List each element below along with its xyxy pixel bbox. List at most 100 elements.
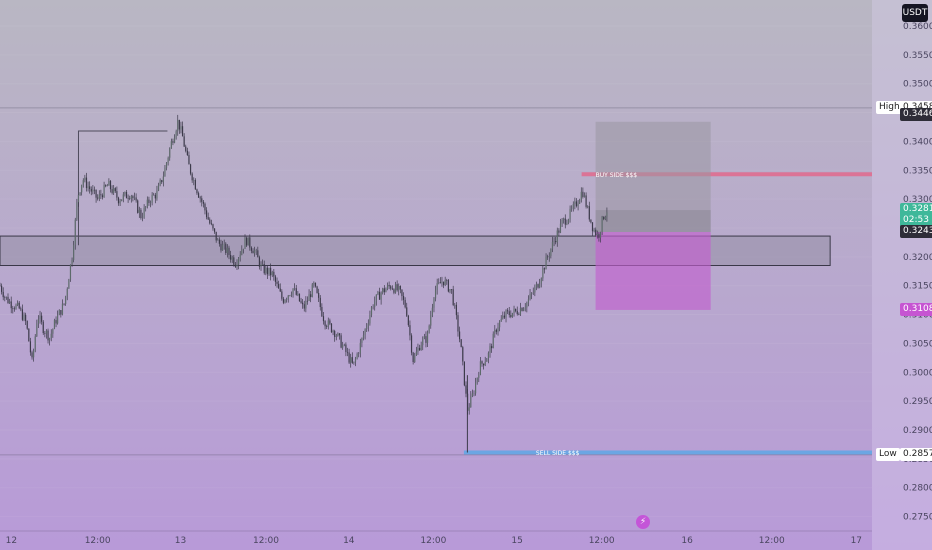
candles	[0, 114, 608, 453]
take-profit-zone	[595, 121, 711, 233]
candle-body	[29, 341, 32, 353]
candle-body	[593, 229, 595, 232]
candle-body	[69, 264, 72, 280]
candle-body	[85, 177, 88, 189]
candle-body	[479, 361, 482, 375]
candle-body	[433, 298, 435, 308]
candle-body	[535, 284, 538, 288]
candle-body	[119, 201, 121, 204]
y-tick-label: 0.3500	[903, 80, 932, 90]
candle-body	[447, 280, 449, 292]
candle-body	[518, 314, 520, 315]
y-tick-label: 0.2750	[903, 513, 932, 523]
candle-body	[343, 344, 345, 346]
candle-body	[217, 239, 219, 241]
candle-body	[21, 309, 24, 320]
candle-body	[295, 288, 297, 295]
candle-body	[114, 188, 116, 192]
position-tool[interactable]	[595, 121, 711, 310]
candle-body	[50, 333, 52, 339]
candle-body	[356, 353, 358, 359]
candle-body	[582, 191, 584, 197]
candle-body	[383, 288, 385, 293]
candle-body	[438, 282, 440, 284]
lightning-icon[interactable]: ⚡	[636, 515, 650, 529]
candle-body	[41, 315, 43, 322]
candle-body	[2, 291, 4, 298]
candle-body	[377, 291, 379, 295]
y-tick-label: 0.2950	[903, 397, 932, 407]
x-axis: 12 12:00 13 12:00 14 12:00 15 12:00 16 12:00 17	[6, 536, 862, 546]
candle-body	[430, 315, 432, 326]
candle-body	[524, 307, 526, 309]
candle-body	[79, 192, 81, 195]
candle-body	[129, 198, 131, 200]
candle-body	[484, 361, 486, 366]
candle-body	[329, 320, 331, 324]
candle-body	[337, 333, 339, 336]
candle-body	[386, 285, 389, 289]
candle-body	[178, 119, 180, 130]
candle-body	[109, 180, 112, 190]
y-tick-label: 0.3000	[903, 368, 932, 378]
candle-body	[177, 119, 179, 132]
candle-body	[1, 285, 3, 292]
candle-body	[476, 377, 478, 383]
x-tick-label: 13	[175, 536, 186, 546]
candle-body	[585, 195, 587, 207]
candle-body	[441, 281, 443, 284]
candle-body	[332, 330, 334, 333]
candle-body	[515, 308, 517, 311]
candle-body	[414, 355, 416, 362]
candle-body	[580, 191, 582, 201]
candle-body	[58, 310, 60, 316]
candle-body	[284, 300, 286, 303]
candle-body	[561, 219, 563, 224]
candle-body	[463, 361, 465, 386]
current_dark-price-tag: 0.3446	[900, 107, 932, 121]
candle-body	[470, 396, 472, 408]
candle-body	[494, 329, 496, 334]
candle-body	[101, 195, 104, 198]
candle-body	[468, 407, 470, 411]
candle-body	[66, 288, 68, 297]
candle-body	[364, 329, 366, 336]
candle-body	[124, 191, 126, 195]
candle-body	[401, 289, 403, 297]
candle-body	[39, 315, 41, 320]
candle-body	[257, 250, 259, 258]
candle-body	[274, 276, 277, 282]
candle-body	[606, 212, 608, 217]
candle-body	[567, 219, 570, 223]
candle-body	[502, 315, 504, 319]
candle-body	[194, 180, 196, 190]
candle-body	[229, 254, 232, 260]
candle-body	[121, 199, 123, 202]
candle-body	[595, 229, 597, 236]
candle-body	[478, 374, 480, 378]
candle-body	[196, 189, 198, 194]
low-price-tag: 0.2857	[900, 447, 932, 461]
candle-body	[52, 329, 54, 334]
candle-body	[577, 203, 579, 207]
candle-body	[199, 197, 201, 199]
candle-body	[93, 189, 96, 191]
candle-body	[250, 247, 253, 251]
candle-body	[68, 279, 70, 289]
candle-body	[523, 308, 525, 311]
candle-body	[65, 296, 67, 305]
candle-body	[402, 296, 405, 300]
candle-body	[241, 249, 243, 255]
candle-body	[137, 200, 139, 213]
currency-button[interactable]: USDT	[902, 4, 928, 22]
candle-body	[249, 237, 251, 248]
candle-body	[252, 250, 254, 254]
candle-body	[519, 307, 522, 315]
candle-body	[354, 358, 357, 362]
candle-body	[340, 335, 342, 348]
candle-body	[45, 330, 48, 334]
candle-body	[212, 224, 214, 229]
candle-body	[385, 288, 387, 293]
candle-body	[540, 278, 542, 284]
